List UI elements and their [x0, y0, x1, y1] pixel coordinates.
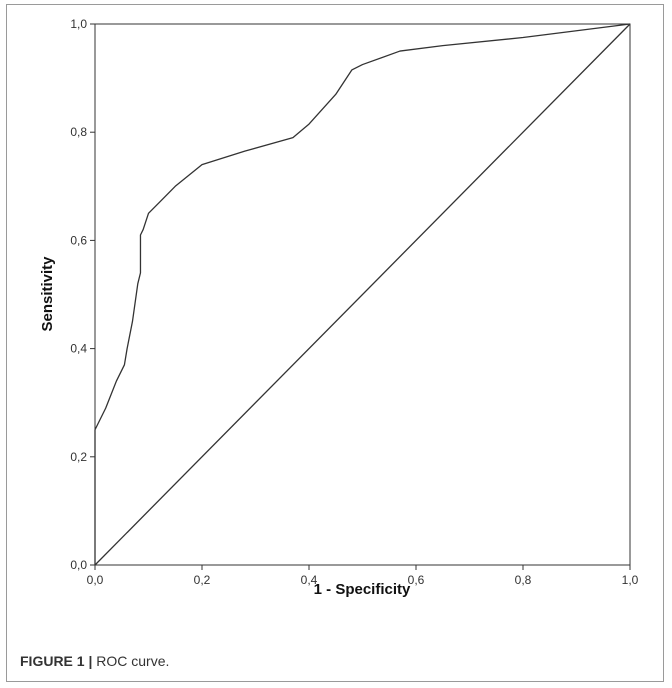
caption-label: FIGURE 1 |	[20, 653, 93, 669]
y-tick-label: 1,0	[70, 17, 87, 31]
y-tick-label: 0,8	[70, 125, 87, 139]
x-axis-title: 1 - Specificity	[314, 581, 411, 598]
caption-text: ROC curve.	[96, 653, 170, 669]
y-tick-label: 0,0	[70, 558, 87, 572]
y-axis-title: Sensitivity	[39, 256, 56, 332]
reference-diagonal-line	[94, 23, 631, 566]
figure-caption: FIGURE 1 | ROC curve.	[20, 653, 169, 669]
y-tick-label: 0,4	[70, 342, 87, 356]
y-tick-label: 0,6	[70, 233, 87, 247]
series-layer	[94, 23, 631, 566]
x-tick-label: 0,2	[194, 573, 211, 587]
x-tick-label: 0,8	[515, 573, 532, 587]
x-axis: 0,0 0,2 0,4 0,6 0,8 1,0	[87, 565, 639, 587]
x-tick-label: 0,6	[408, 573, 425, 587]
x-tick-label: 0,0	[87, 573, 104, 587]
plot-area	[94, 23, 631, 566]
y-axis: 0,0 0,2 0,4 0,6 0,8 1,0	[70, 17, 95, 572]
y-tick-label: 0,2	[70, 450, 87, 464]
roc-curve-line	[94, 23, 631, 565]
x-tick-label: 1,0	[622, 573, 639, 587]
x-tick-label: 0,4	[301, 573, 318, 587]
figure-frame	[6, 4, 664, 682]
